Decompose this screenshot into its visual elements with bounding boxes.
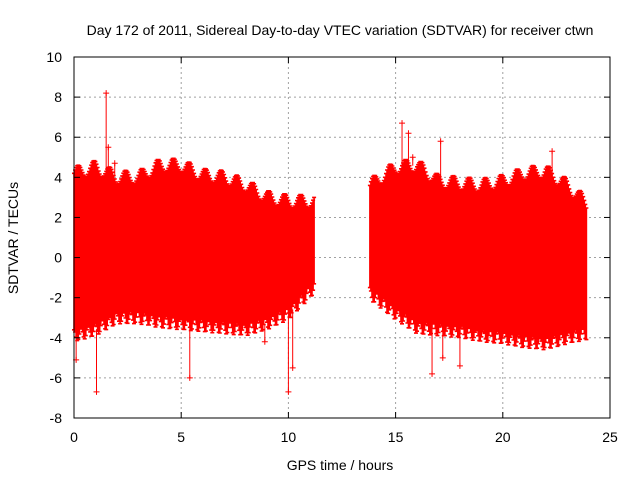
data-layer bbox=[72, 90, 589, 395]
x-tick-label: 5 bbox=[177, 429, 185, 445]
plot-frame bbox=[73, 56, 611, 419]
data-point bbox=[111, 160, 118, 167]
y-tick-label: -6 bbox=[50, 370, 63, 386]
x-tick-label: 25 bbox=[602, 429, 618, 445]
y-tick-label: 2 bbox=[54, 209, 62, 225]
x-axis-label: GPS time / hours bbox=[287, 457, 394, 473]
data-point bbox=[437, 138, 444, 145]
x-tick-label: 15 bbox=[388, 429, 404, 445]
x-tick-label: 20 bbox=[495, 429, 511, 445]
data-point bbox=[105, 144, 112, 151]
data-band-errorbars bbox=[72, 157, 317, 342]
data-point bbox=[186, 374, 193, 381]
y-tick-label: 10 bbox=[46, 49, 62, 65]
y-tick-label: 8 bbox=[54, 89, 62, 105]
y-axis-label: SDTVAR / TECUs bbox=[5, 182, 21, 294]
y-tick-label: 4 bbox=[54, 169, 62, 185]
y-tick-label: -2 bbox=[50, 290, 63, 306]
y-tick-label: -4 bbox=[50, 330, 63, 346]
data-band-errorbars bbox=[367, 158, 589, 351]
data-point bbox=[549, 148, 556, 155]
data-point bbox=[568, 316, 575, 323]
data-point bbox=[261, 338, 268, 345]
chart-title: Day 172 of 2011, Sidereal Day-to-day VTE… bbox=[87, 22, 594, 38]
x-tick-label: 0 bbox=[70, 429, 78, 445]
data-point bbox=[103, 90, 110, 97]
data-point bbox=[399, 120, 406, 127]
data-point bbox=[429, 370, 436, 377]
data-point bbox=[405, 130, 412, 137]
y-tick-label: -8 bbox=[50, 410, 63, 426]
data-point bbox=[289, 364, 296, 371]
y-tick-label: 6 bbox=[54, 129, 62, 145]
data-point bbox=[93, 388, 100, 395]
data-point bbox=[285, 388, 292, 395]
data-point bbox=[456, 362, 463, 369]
y-tick-label: 0 bbox=[54, 250, 62, 266]
tick-layer: 0 5 10 15 20 25 -8 -6 -4 -2 0 2 4 6 8 10 bbox=[46, 49, 618, 445]
data-point bbox=[409, 154, 416, 161]
x-tick-label: 10 bbox=[281, 429, 297, 445]
data-point bbox=[439, 354, 446, 361]
